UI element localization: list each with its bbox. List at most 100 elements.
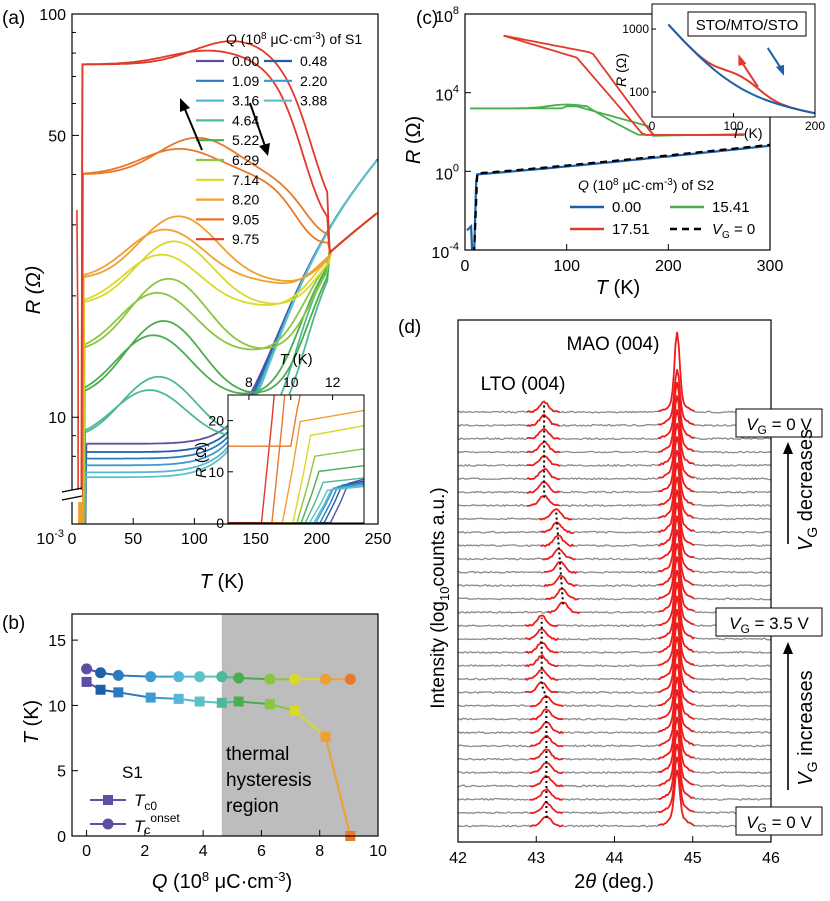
panel-d-ylabel: Intensity (log10counts a.u.) [428,487,452,708]
text-span: ) [286,871,293,893]
text-span: μC·cm [209,871,274,893]
a-curve-8.20 [81,212,378,524]
panel-b-plot [81,663,356,841]
d-scan-lto-peak [538,508,573,521]
a-legend-label: 9.75 [232,231,259,247]
d-xtick-label: 45 [684,850,702,867]
text-span: V [795,771,817,786]
a-legend-label: 8.20 [232,192,259,208]
b-point-tconset [95,667,107,679]
d-scan [458,703,771,761]
text-span: V [729,614,742,633]
panel-c-ylabel: R (Ω) [403,116,425,164]
d-xtick-label: 43 [527,850,545,867]
d-scan-lto-peak [543,574,578,588]
a-legend-title: Q (108 μC·cm-3) of S1 [226,31,362,47]
text-span: V [712,221,724,238]
d-scan-lto-peak [524,667,559,681]
d-scan-lto-peak [526,400,561,414]
ci-ytick-label: 1000 [622,22,649,36]
b-point-tc0 [81,676,92,687]
a-legend-label: 1.09 [232,73,259,89]
text-span: μC·cm [267,31,312,47]
d-scan-mao-peak [658,515,695,573]
d-scan [458,502,771,561]
text-span: G [722,230,730,241]
a-legend-label: 7.14 [232,172,259,188]
panel-c-legend: Q (108 μC·cm-3) of S2 0.00 15.41 17.51 VG = … [570,177,755,241]
d-scan-lto-peak [526,467,561,481]
d-scan-mao-peak [657,462,695,519]
panel-b-frame [71,613,379,837]
b-point-tconset [344,673,356,685]
panel-c-inset-ylabel: R (Ω) [613,53,629,87]
panel-c-inset-axes: 0 100 200 1000 100 [622,22,825,133]
panel-c-inset-title: STO/MTO/STO [696,17,799,34]
d-scan [458,331,771,414]
ci-arrow-blue-head [775,64,785,76]
d-scan [458,409,771,468]
legend-tc0-label: Tc0 [134,791,157,813]
text-span: -3 [312,31,321,42]
b-segment [294,709,327,738]
d-scan-mao-peak [657,648,695,707]
d-scan [458,608,771,668]
d-scan-lto-peak [525,628,559,641]
thermal-hysteresis-shade [221,614,378,836]
b-xtick-label: 8 [315,843,324,860]
legend-tconset-label: Tconset [134,811,180,837]
d-scan [458,395,771,454]
panel-b-label: (b) [2,613,25,634]
d-vg-label: VG = 0 V [746,813,812,835]
d-scan-lto-peak [529,748,564,761]
panel-c-inset-title-box [687,11,807,37]
d-scan-mao-peak [658,502,695,560]
c-xtick-label: 300 [757,258,784,275]
text-span: 10 [36,531,54,548]
b-point-tconset [173,671,185,683]
c-curve-vg0 [473,143,770,250]
b-point-tconset [112,669,124,681]
c-ytick-label: 10-4 [431,241,459,262]
b-shade-text: hysteresis [226,770,312,791]
panel-c-inset-xlabel: T (K) [731,125,762,141]
panel-d: (d) 42 43 44 45 46 Intensity (log10counts a.… [398,317,823,893]
d-arrow-decrease-head [783,442,793,454]
d-scan-mao-peak [657,436,695,493]
a-xtick-label: 200 [303,531,330,548]
ci-arrow-red [740,61,759,88]
d-scan-mao-peak [658,743,695,801]
ai-ytick-label: 10 [208,464,224,480]
c-legend-title: Q (108 μC·cm-3) of S2 [578,177,714,193]
b-point-tc0 [113,687,124,698]
text-span: Q [152,871,168,893]
panel-a-inset-frame [227,394,365,524]
d-scan [458,716,771,775]
d-scan [458,676,771,735]
ai-xtick-label: 12 [325,374,341,390]
heating-arrow [183,106,203,151]
panel-a-inset-ylabel: R (Ω) [193,442,210,478]
b-segment [118,691,151,699]
panel-d-scans [458,331,771,828]
text-span: -3 [274,869,286,884]
c-xtick-label: 0 [461,258,470,275]
ai-xtick-label: 8 [245,374,253,390]
mao-peak-label: MAO (004) [567,334,660,355]
panel-a-ylabel: R (Ω) [23,266,45,315]
text-span: G [758,423,767,437]
d-scan [458,436,771,494]
ci-xtick-label: 200 [805,119,825,133]
panel-c-label: (c) [416,8,438,29]
text-span: 4 [453,84,459,96]
text-span: decreases [795,429,817,527]
d-vg-label: VG = 0 V [746,415,812,437]
panel-c-xlabel: T (K) [596,277,640,299]
text-span: 10 [435,166,453,183]
d-scan-mao-peak [657,543,695,600]
b-point-tc0 [145,692,156,703]
